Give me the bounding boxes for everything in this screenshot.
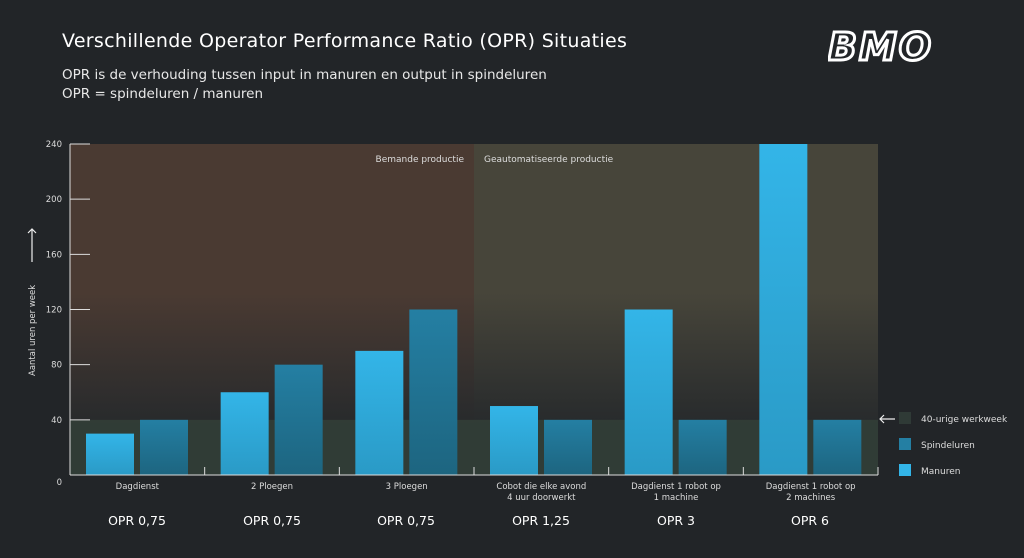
category-label: 3 Ploegen xyxy=(386,482,428,492)
region-label: Geautomatiseerde productie xyxy=(484,155,614,165)
bar-manuren-0 xyxy=(86,433,134,475)
legend-swatch xyxy=(899,412,911,424)
y-axis-label: Aantal uren per week xyxy=(28,285,38,376)
legend-label: 40-urige werkweek xyxy=(921,415,1008,425)
bar-spindeluren-0 xyxy=(140,419,188,475)
bar-spindeluren-1 xyxy=(274,364,323,475)
bar-manuren-1 xyxy=(220,392,269,475)
bar-spindeluren-5 xyxy=(813,419,862,475)
arrow-up-icon xyxy=(27,228,37,262)
y-tick-label: 120 xyxy=(46,306,62,316)
category-label: 2 machines xyxy=(786,493,836,503)
page-title: Verschillende Operator Performance Ratio… xyxy=(62,30,628,52)
y-tick-label: 160 xyxy=(46,250,62,260)
opr-label: OPR 6 xyxy=(791,513,829,528)
svg-text:BMO: BMO xyxy=(828,26,933,66)
bar-manuren-4 xyxy=(624,309,673,475)
opr-label: OPR 0,75 xyxy=(377,513,435,528)
subtitle-definition: OPR is de verhouding tussen input in man… xyxy=(62,67,547,83)
bar-spindeluren-2 xyxy=(409,309,458,475)
category-label: 2 Ploegen xyxy=(251,482,293,492)
bar-manuren-2 xyxy=(355,350,404,475)
y-tick-label: 240 xyxy=(46,140,62,150)
category-label: Dagdienst xyxy=(116,482,160,492)
y-tick-label: 40 xyxy=(51,416,62,426)
reference-band-40h xyxy=(70,419,878,475)
legend-label: Spindeluren xyxy=(921,441,975,451)
category-label: 1 machine xyxy=(654,493,699,503)
legend-swatch xyxy=(899,438,911,450)
category-label: Dagdienst 1 robot op xyxy=(766,482,856,492)
bar-manuren-3 xyxy=(490,406,538,475)
bar-spindeluren-3 xyxy=(544,419,592,475)
category-label: Cobot die elke avond xyxy=(496,482,586,492)
bar-spindeluren-4 xyxy=(678,419,727,475)
opr-label: OPR 0,75 xyxy=(108,513,166,528)
arrow-left-icon xyxy=(879,414,895,424)
subtitle-formula: OPR = spindeluren / manuren xyxy=(62,86,264,102)
legend-swatch xyxy=(899,464,911,476)
y-tick-label: 200 xyxy=(46,195,62,205)
category-label: 4 uur doorwerkt xyxy=(507,493,576,503)
legend-label: Manuren xyxy=(921,467,960,477)
opr-label: OPR 3 xyxy=(657,513,695,528)
region-label: Bemande productie xyxy=(376,155,465,165)
y-tick-label: 80 xyxy=(51,361,62,371)
bmo-logo: BMO xyxy=(828,26,933,66)
bar-manuren-5 xyxy=(759,144,808,475)
y-tick-label: 0 xyxy=(57,478,62,488)
category-label: Dagdienst 1 robot op xyxy=(631,482,721,492)
opr-label: OPR 0,75 xyxy=(243,513,301,528)
opr-label: OPR 1,25 xyxy=(512,513,570,528)
